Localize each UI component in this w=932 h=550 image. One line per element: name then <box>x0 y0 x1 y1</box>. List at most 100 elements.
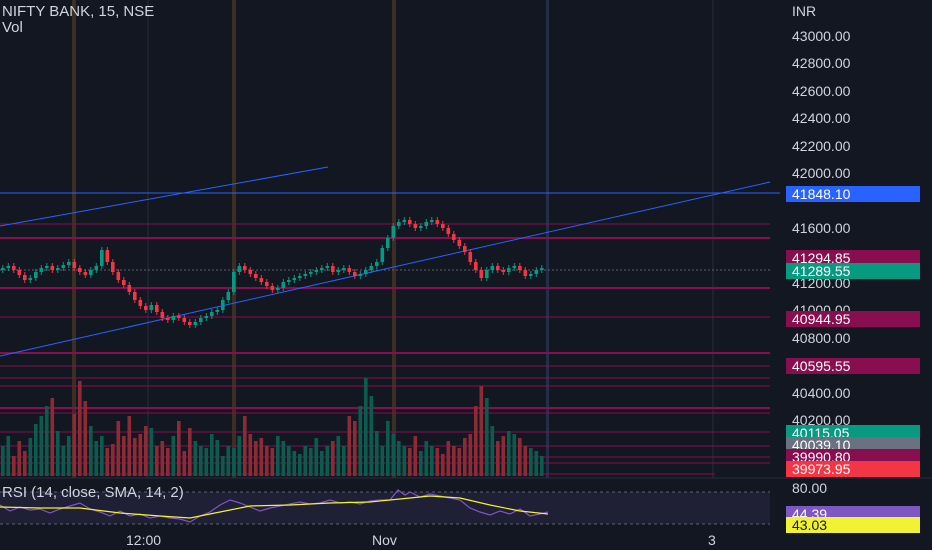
candle-body <box>518 266 522 270</box>
price-tag: 39973.95 <box>786 461 920 477</box>
volume-bar <box>270 448 275 476</box>
price-tag: 40595.55 <box>786 358 920 374</box>
volume-bar <box>83 401 88 476</box>
candle-body <box>402 220 407 222</box>
price-tag: 41289.55 <box>786 263 920 279</box>
volume-bar <box>342 446 346 476</box>
volume-bar <box>463 438 467 476</box>
candle-body <box>28 278 33 280</box>
candle-body <box>397 222 401 226</box>
candle-body <box>83 272 88 275</box>
candle-body <box>391 226 396 238</box>
candle-body <box>127 285 132 292</box>
candle-body <box>144 306 148 310</box>
candle-body <box>254 274 258 278</box>
volume-bar <box>100 436 104 476</box>
trendline-lower[interactable] <box>0 181 771 357</box>
volume-bar <box>325 446 330 476</box>
volume-bar <box>133 438 137 476</box>
volume-bar <box>116 421 121 476</box>
candle-body <box>138 300 143 306</box>
trendline-upper[interactable] <box>0 166 329 227</box>
volume-bar <box>501 436 506 476</box>
candle-body <box>122 280 126 285</box>
volume-bar <box>237 436 242 476</box>
volume-bar <box>221 456 225 476</box>
candle-body <box>160 312 165 318</box>
volume-bar <box>303 446 308 476</box>
volume-bar <box>265 446 269 476</box>
session-highlight <box>392 0 396 528</box>
volume-bar <box>171 436 176 476</box>
candle-body <box>336 270 341 272</box>
candle-body <box>441 224 445 228</box>
candle-body <box>523 270 528 276</box>
candle-body <box>413 224 418 228</box>
volume-bar <box>199 446 203 476</box>
volume-bar <box>67 436 71 476</box>
candle-body <box>490 266 495 270</box>
candle-body <box>193 322 198 325</box>
volume-bar <box>248 434 253 476</box>
candle-body <box>408 220 412 224</box>
candle-body <box>325 266 330 268</box>
volume-bar <box>457 448 462 476</box>
candle-body <box>116 272 121 280</box>
volume-bar <box>122 436 126 476</box>
candle-body <box>512 266 517 268</box>
volume-bar <box>523 446 528 476</box>
candle-body <box>182 318 187 322</box>
volume-bar <box>177 421 181 476</box>
candle-body <box>424 222 429 226</box>
volume-bar <box>369 396 374 476</box>
candle-body <box>243 266 247 270</box>
candle-body <box>232 272 236 292</box>
volume-bar <box>430 446 434 476</box>
volume-bar <box>210 434 214 476</box>
candle-body <box>39 268 44 272</box>
volume-bar <box>254 441 258 476</box>
volume-bar <box>6 436 11 476</box>
volume-bar <box>402 446 407 476</box>
volume-bar <box>56 431 60 476</box>
volume-bar <box>375 431 379 476</box>
candle-body <box>105 250 110 262</box>
volume-bar <box>534 451 539 476</box>
candle-body <box>292 278 297 280</box>
candle-body <box>56 268 60 270</box>
volume-bar <box>188 428 192 476</box>
rsi-legend: RSI (14, close, SMA, 14, 2) <box>2 484 184 501</box>
volume-bar <box>408 448 412 476</box>
candle-body <box>50 266 55 270</box>
candle-body <box>430 220 434 222</box>
candle-body <box>265 282 269 286</box>
volume-bar <box>298 454 302 476</box>
volume-bar <box>512 434 517 476</box>
price-axis-label: 42000.00 <box>792 165 851 181</box>
volume-bar <box>276 436 280 476</box>
volume-bar <box>490 426 495 476</box>
volume-bar <box>281 441 286 476</box>
candle-body <box>452 234 456 240</box>
session-separator <box>546 0 549 528</box>
volume-bar <box>243 416 247 476</box>
candle-body <box>463 246 467 252</box>
rsi-axis-label: 80.00 <box>792 480 828 496</box>
candle-body <box>12 266 16 270</box>
volume-bar <box>441 454 445 476</box>
volume-bar <box>149 428 154 476</box>
candle-body <box>314 270 319 272</box>
volume-bar <box>232 448 236 476</box>
candle-body <box>309 272 313 274</box>
symbol-title[interactable]: NIFTY BANK, 15, NSE <box>2 3 155 20</box>
volume-bar <box>292 451 297 476</box>
volume-bar <box>28 438 33 476</box>
volume-bar <box>435 448 440 476</box>
candle-body <box>540 268 544 270</box>
candle-body <box>226 292 231 300</box>
volume-bar <box>485 398 489 476</box>
candle-body <box>237 266 242 272</box>
volume-bar <box>452 446 456 476</box>
